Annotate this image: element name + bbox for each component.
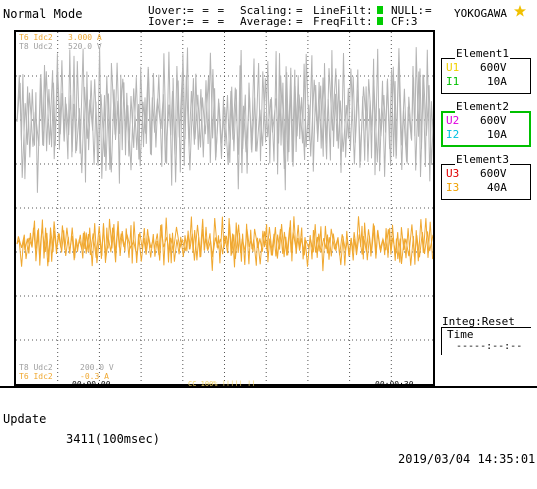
bottom-center-text: CC 100% ||||| || <box>188 380 256 388</box>
current-trace <box>16 216 433 272</box>
element3-title: Element3 <box>455 153 510 166</box>
integ-title: Integ:Reset <box>441 315 516 328</box>
linefilt-label: LineFilt: <box>313 4 373 17</box>
status-divider <box>0 386 537 388</box>
element3-panel[interactable]: U3 600V I3 40A <box>441 164 531 200</box>
integ-panel[interactable]: Time -----:--:-- <box>441 327 531 355</box>
integ-time-value: -----:--:-- <box>456 341 523 352</box>
trace-label-bottom-1: T8 Udc2 <box>19 363 53 372</box>
trace-label-top-2: T8 Udc2 <box>19 42 53 51</box>
null-value: = <box>425 4 432 17</box>
status-datetime: 2019/03/04 14:35:01 <box>398 452 536 466</box>
update-count: 3411(100msec) <box>66 432 160 446</box>
iover-value: = = = <box>187 15 226 28</box>
element2-panel[interactable]: U2 600V I2 10A <box>441 111 531 147</box>
trace-value-top-2: 520.0 V <box>68 42 102 51</box>
uover-label: Uover: <box>148 4 188 17</box>
scaling-value: = <box>296 4 303 17</box>
element1-i-value: 10A <box>487 75 507 88</box>
scaling-label: Scaling: <box>240 4 293 17</box>
iover-label: Iover: <box>148 15 188 28</box>
status-bar: Update 3411(100msec) 2019/03/04 14:35:01 <box>0 389 537 466</box>
element2-u-value: 600V <box>480 114 507 127</box>
element1-title: Element1 <box>455 47 510 60</box>
element2-i-label: I2 <box>446 128 460 141</box>
element1-i-label: I1 <box>446 75 460 88</box>
freqfilt-indicator-icon <box>377 17 383 25</box>
power-analyzer-display: Normal Mode Uover: = = = Iover: = = = Sc… <box>0 3 537 466</box>
element2-u-label: U2 <box>446 114 460 127</box>
element1-panel[interactable]: U1 600V I1 10A <box>441 58 531 94</box>
cf-label: CF:3 <box>391 15 418 28</box>
uover-value: = = = <box>187 4 226 17</box>
element3-i-value: 40A <box>487 181 507 194</box>
integ-time-label: Time <box>447 328 474 341</box>
waveform-svg <box>16 32 433 384</box>
time-start: 00:00:00 <box>72 380 111 389</box>
freqfilt-label: FreqFilt: <box>313 15 373 28</box>
update-label: Update <box>3 412 47 426</box>
null-label: NULL: <box>391 4 425 17</box>
trace-value-top-1: 3.000 A <box>68 33 102 42</box>
trace-label-top-1: T6 Idc2 <box>19 33 53 42</box>
element1-u-label: U1 <box>446 61 460 74</box>
average-value: = <box>296 15 303 28</box>
element1-u-value: 600V <box>480 61 507 74</box>
linefilt-indicator-icon <box>377 6 383 14</box>
element3-u-value: 600V <box>480 167 507 180</box>
trace-value-bottom-2: -0.3 A <box>80 372 109 381</box>
average-label: Average: <box>240 15 293 28</box>
time-end: 00:00:30 <box>375 380 414 389</box>
voltage-trace <box>16 47 433 193</box>
element2-i-value: 10A <box>487 128 507 141</box>
yokogawa-star-icon <box>513 3 527 17</box>
trace-value-bottom-1: 200.0 V <box>80 363 114 372</box>
current-trace <box>16 224 433 263</box>
waveform-screen: T6 Idc2 3.000 A T8 Udc2 520.0 V T8 Udc2 … <box>14 30 435 389</box>
mode-label: Normal Mode <box>3 7 83 21</box>
voltage-trace <box>16 62 433 178</box>
brand-label: YOKOGAWA <box>454 7 507 20</box>
element2-title: Element2 <box>455 100 510 113</box>
element3-u-label: U3 <box>446 167 460 180</box>
element3-i-label: I3 <box>446 181 460 194</box>
trace-label-bottom-2: T6 Idc2 <box>19 372 53 381</box>
